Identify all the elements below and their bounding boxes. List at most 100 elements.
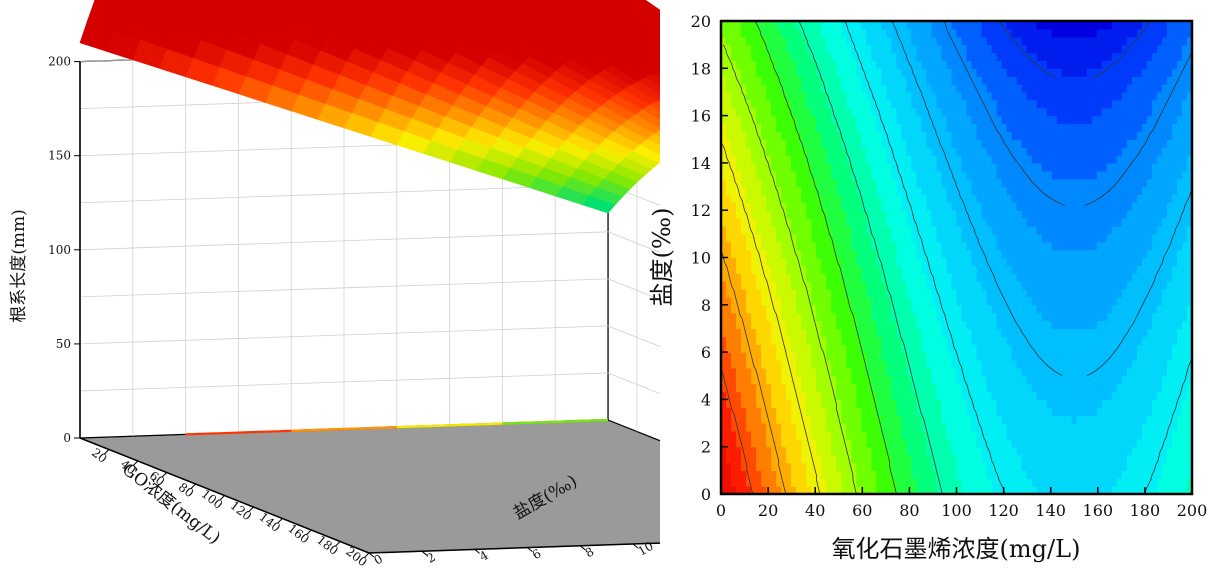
contour-fill-cell [846,36,852,46]
contour-fill-cell [916,91,922,101]
contour-fill-cell [956,454,963,464]
contour-fill-cell [1036,352,1043,361]
contour-fill-cell [746,289,752,298]
contour-fill-cell [731,202,737,211]
contour-fill-cell [751,454,757,464]
contour-fill-cell [1001,68,1008,77]
contour-fill-cell [976,273,983,282]
contour-fill-cell [981,470,988,479]
contour-fill-cell [836,462,842,471]
contour-fill-cell [911,257,917,266]
contour-fill-cell [896,52,902,61]
contour-fill-cell [821,233,827,243]
contour-fill-cell [961,139,968,148]
contour-fill-cell [851,478,857,487]
contour-fill-cell [851,399,857,408]
contour-fill-cell [741,336,747,345]
contour-fill-cell [976,375,983,385]
contour-fill-cell [986,99,993,109]
contour-fill-cell [776,107,782,117]
contour-fill-cell [1021,281,1028,290]
contour-fill-cell [861,438,867,448]
contour-fill-cell [976,407,983,416]
contour-fill-cell [816,281,822,290]
contour-fill-cell [801,99,807,109]
contour-fill-cell [986,131,993,140]
contour-fill-cell [896,383,902,393]
contour-fill-cell [1031,289,1038,298]
contour-fill-cell [916,107,922,117]
contour-fill-cell [836,226,842,235]
contour-fill-cell [846,273,852,282]
contour-fill-cell [786,68,792,77]
contour-fill-cell [916,423,922,432]
contour-fill-cell [886,202,892,211]
contour-fill-cell [901,446,907,456]
contour-fill-cell [801,21,807,30]
contour-fill-cell [886,241,892,251]
contour-fill-cell [871,249,877,259]
contour-fill-cell [936,375,943,385]
contour-fill-cell [736,257,742,266]
contour-fill-cell [766,178,772,188]
contour-fill-cell [881,155,887,164]
contour-fill-cell [986,60,993,69]
contour-fill-cell [981,415,988,424]
contour-fill-cell [876,265,882,274]
contour-fill-cell [931,257,937,266]
contour-fill-cell [866,241,872,251]
contour-fill-cell [911,249,917,259]
contour-fill-cell [921,257,927,266]
contour-fill-cell [731,115,737,125]
contour-fill-cell [776,155,782,164]
contour-fill-cell [941,446,948,456]
contour-fill-cell [991,438,998,448]
contour-fill-cell [721,147,727,156]
contour-fill-cell [881,91,887,101]
contour-fill-cell [1046,352,1053,361]
contour-fill-cell [1001,399,1008,408]
contour-fill-cell [906,202,912,211]
contour-fill-cell [826,115,832,125]
contour-fill-cell [956,352,963,361]
contour-fill-cell [821,21,827,30]
contour-fill-cell [826,415,832,424]
contour-fill-cell [801,391,807,400]
contour-fill-cell [1006,265,1013,274]
contour-fill-cell [991,44,998,54]
contour-fill-cell [861,296,867,306]
contour-fill-cell [726,281,732,290]
contour-fill-cell [981,194,988,203]
contour-fill-cell [1011,470,1018,479]
contour-fill-cell [926,233,932,243]
contour-fill-cell [791,218,797,227]
contour-fill-cell [761,68,767,77]
contour-fill-cell [796,289,802,298]
contour-fill-cell [841,296,847,306]
contour-fill-cell [986,367,993,377]
contour-fill-cell [1056,478,1063,487]
contour-fill-cell [856,36,862,46]
contour-fill-cell [1001,233,1008,243]
contour-fill-cell [836,304,842,314]
contour-fill-cell [956,430,963,440]
contour-fill-cell [1006,170,1013,180]
contour-fill-cell [1036,44,1043,54]
contour-fill-cell [1031,186,1038,196]
contour-fill-cell [781,99,787,109]
contour-fill-cell [831,155,837,164]
contour-fill-cell [736,281,742,290]
contour-fill-cell [856,202,862,211]
contour-fill-cell [951,478,958,487]
contour-fill-cell [746,344,752,353]
contour-fill-cell [846,60,852,69]
contour-fill-cell [826,147,832,156]
contour-fill-cell [991,162,998,172]
contour-fill-cell [886,170,892,180]
contour-fill-cell [891,91,897,101]
contour-fill-cell [796,249,802,259]
contour-fill-cell [801,296,807,306]
contour-plot-panel: 0 20 40 60 80 100 120 140 160 180 200 0 2 4 6 8 10 12 14 16… [640,0,1212,568]
contour-fill-cell [816,415,822,424]
contour-fill-cell [1046,375,1053,385]
